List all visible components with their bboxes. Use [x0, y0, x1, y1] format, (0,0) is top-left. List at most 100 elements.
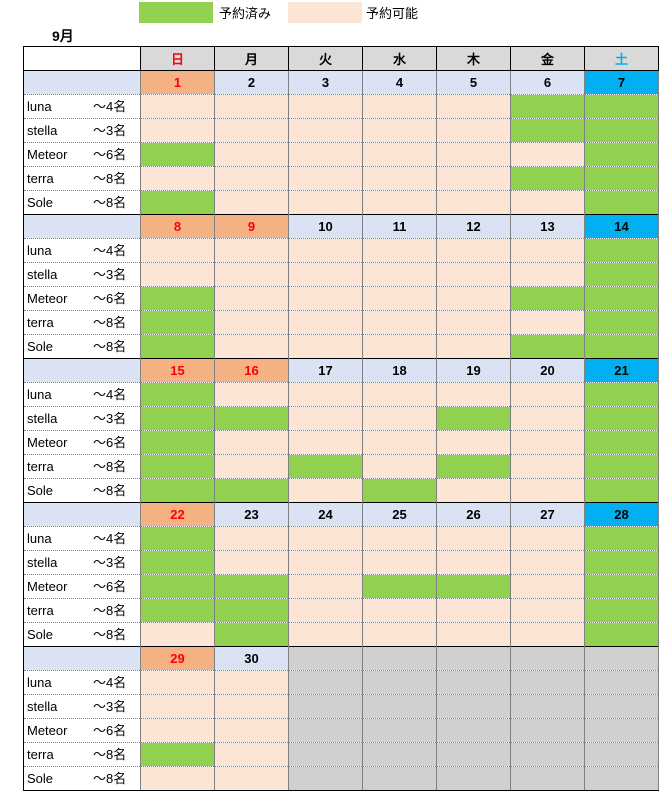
available-slot[interactable] [288, 574, 363, 599]
available-slot[interactable] [436, 142, 511, 167]
available-slot[interactable] [214, 382, 289, 407]
available-slot[interactable] [288, 118, 363, 143]
available-slot[interactable] [436, 622, 511, 647]
available-slot[interactable] [140, 766, 215, 791]
available-slot[interactable] [362, 382, 437, 407]
available-slot[interactable] [214, 94, 289, 119]
available-slot[interactable] [436, 118, 511, 143]
available-slot[interactable] [510, 622, 585, 647]
available-slot[interactable] [436, 310, 511, 335]
available-slot[interactable] [214, 142, 289, 167]
available-slot[interactable] [288, 478, 363, 503]
available-slot[interactable] [436, 550, 511, 575]
available-slot[interactable] [436, 526, 511, 551]
available-slot[interactable] [288, 334, 363, 359]
available-slot[interactable] [510, 382, 585, 407]
available-slot[interactable] [288, 142, 363, 167]
available-slot[interactable] [214, 766, 289, 791]
available-slot[interactable] [510, 238, 585, 263]
available-slot[interactable] [510, 262, 585, 287]
available-slot[interactable] [288, 262, 363, 287]
available-slot[interactable] [214, 526, 289, 551]
available-slot[interactable] [436, 238, 511, 263]
available-slot[interactable] [362, 118, 437, 143]
available-slot[interactable] [214, 262, 289, 287]
available-slot[interactable] [214, 430, 289, 455]
available-slot[interactable] [362, 238, 437, 263]
available-slot[interactable] [510, 142, 585, 167]
available-slot[interactable] [510, 574, 585, 599]
available-slot[interactable] [362, 334, 437, 359]
available-slot[interactable] [288, 406, 363, 431]
available-slot[interactable] [362, 142, 437, 167]
available-slot[interactable] [362, 262, 437, 287]
available-slot[interactable] [362, 166, 437, 191]
available-slot[interactable] [140, 118, 215, 143]
available-slot[interactable] [510, 190, 585, 215]
available-slot[interactable] [510, 430, 585, 455]
available-slot[interactable] [214, 286, 289, 311]
available-slot[interactable] [214, 238, 289, 263]
available-slot[interactable] [510, 526, 585, 551]
available-slot[interactable] [510, 598, 585, 623]
available-slot[interactable] [362, 286, 437, 311]
available-slot[interactable] [510, 478, 585, 503]
available-slot[interactable] [436, 262, 511, 287]
available-slot[interactable] [214, 550, 289, 575]
available-slot[interactable] [140, 670, 215, 695]
available-slot[interactable] [362, 622, 437, 647]
available-slot[interactable] [288, 622, 363, 647]
available-slot[interactable] [214, 334, 289, 359]
available-slot[interactable] [436, 430, 511, 455]
available-slot[interactable] [436, 286, 511, 311]
available-slot[interactable] [288, 598, 363, 623]
available-slot[interactable] [140, 694, 215, 719]
available-slot[interactable] [436, 478, 511, 503]
available-slot[interactable] [436, 166, 511, 191]
available-slot[interactable] [214, 454, 289, 479]
available-slot[interactable] [362, 550, 437, 575]
available-slot[interactable] [214, 742, 289, 767]
available-slot[interactable] [510, 454, 585, 479]
available-slot[interactable] [510, 550, 585, 575]
available-slot[interactable] [214, 694, 289, 719]
available-slot[interactable] [288, 286, 363, 311]
available-slot[interactable] [436, 190, 511, 215]
available-slot[interactable] [362, 190, 437, 215]
available-slot[interactable] [362, 430, 437, 455]
available-slot[interactable] [140, 94, 215, 119]
available-slot[interactable] [288, 382, 363, 407]
available-slot[interactable] [140, 238, 215, 263]
available-slot[interactable] [436, 598, 511, 623]
available-slot[interactable] [436, 94, 511, 119]
available-slot[interactable] [288, 190, 363, 215]
available-slot[interactable] [214, 718, 289, 743]
available-slot[interactable] [214, 118, 289, 143]
available-slot[interactable] [288, 430, 363, 455]
available-slot[interactable] [436, 334, 511, 359]
available-slot[interactable] [362, 454, 437, 479]
available-slot[interactable] [510, 310, 585, 335]
available-slot[interactable] [510, 406, 585, 431]
available-slot[interactable] [140, 166, 215, 191]
available-slot[interactable] [362, 526, 437, 551]
available-slot[interactable] [214, 190, 289, 215]
available-slot[interactable] [140, 262, 215, 287]
available-slot[interactable] [288, 94, 363, 119]
available-slot[interactable] [214, 166, 289, 191]
available-slot[interactable] [140, 622, 215, 647]
available-slot[interactable] [362, 406, 437, 431]
available-slot[interactable] [214, 670, 289, 695]
available-slot[interactable] [288, 310, 363, 335]
available-slot[interactable] [436, 382, 511, 407]
available-slot[interactable] [362, 94, 437, 119]
booked-slot [584, 118, 659, 143]
available-slot[interactable] [288, 526, 363, 551]
available-slot[interactable] [140, 718, 215, 743]
available-slot[interactable] [362, 598, 437, 623]
available-slot[interactable] [214, 310, 289, 335]
available-slot[interactable] [288, 238, 363, 263]
available-slot[interactable] [288, 550, 363, 575]
available-slot[interactable] [288, 166, 363, 191]
available-slot[interactable] [362, 310, 437, 335]
